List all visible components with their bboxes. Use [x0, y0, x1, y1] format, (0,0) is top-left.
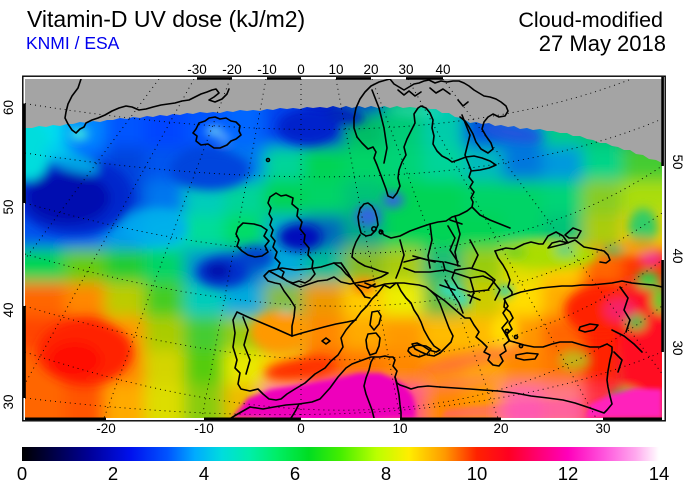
svg-text:2: 2	[108, 463, 118, 484]
svg-text:20: 20	[363, 62, 378, 77]
svg-text:-10: -10	[257, 62, 277, 77]
svg-text:-30: -30	[187, 62, 207, 77]
svg-text:30: 30	[1, 394, 16, 409]
svg-text:20: 20	[493, 421, 508, 436]
svg-text:40: 40	[1, 302, 16, 317]
svg-text:50: 50	[1, 199, 16, 214]
svg-text:30: 30	[595, 421, 610, 436]
svg-text:10: 10	[392, 421, 407, 436]
svg-text:0: 0	[17, 463, 27, 484]
svg-text:40: 40	[670, 248, 685, 263]
svg-text:30: 30	[670, 340, 685, 355]
svg-text:6: 6	[290, 463, 300, 484]
svg-text:KNMI / ESA: KNMI / ESA	[26, 33, 120, 53]
svg-text:30: 30	[398, 62, 413, 77]
svg-text:14: 14	[649, 463, 670, 484]
svg-text:4: 4	[199, 463, 209, 484]
svg-text:0: 0	[297, 62, 305, 77]
svg-text:50: 50	[670, 154, 685, 169]
svg-text:-20: -20	[222, 62, 242, 77]
svg-text:-20: -20	[96, 421, 116, 436]
svg-text:27 May 2018: 27 May 2018	[539, 31, 666, 56]
svg-text:-10: -10	[194, 421, 214, 436]
svg-text:0: 0	[297, 421, 305, 436]
svg-text:Vitamin-D UV dose (kJ/m2): Vitamin-D UV dose (kJ/m2)	[27, 6, 305, 32]
svg-text:Cloud-modified: Cloud-modified	[518, 8, 663, 32]
svg-text:8: 8	[381, 463, 391, 484]
svg-text:10: 10	[467, 463, 488, 484]
svg-text:10: 10	[328, 62, 343, 77]
svg-text:60: 60	[1, 100, 16, 115]
svg-text:40: 40	[435, 62, 450, 77]
svg-text:12: 12	[558, 463, 579, 484]
